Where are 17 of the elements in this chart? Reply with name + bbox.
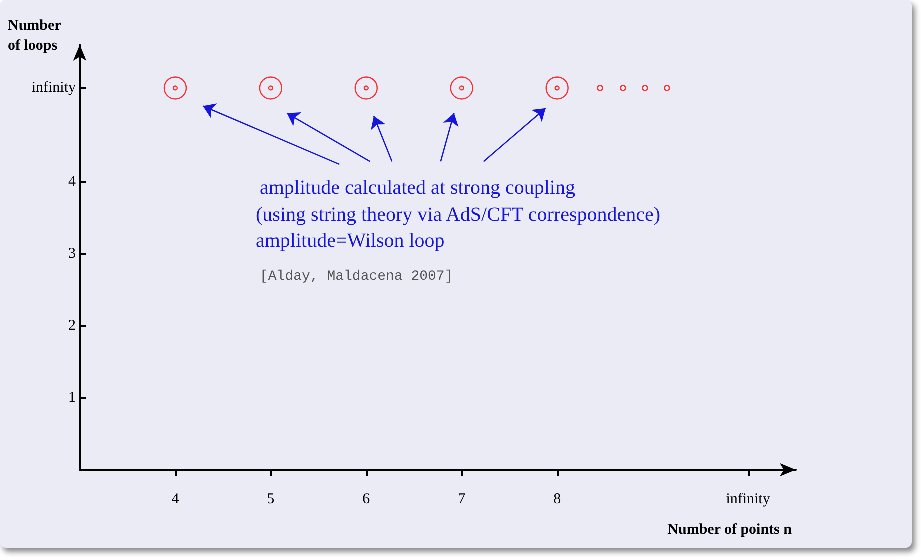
annotation: [Alday, Maldacena 2007] — [260, 269, 454, 285]
x-tick-label: 8 — [554, 492, 562, 508]
y-tick-label: 4 — [68, 174, 76, 190]
annotation: amplitude calculated at strong coupling — [260, 177, 576, 199]
x-tick-label: 4 — [172, 492, 180, 508]
annotation: amplitude=Wilson loop — [256, 230, 445, 252]
x-tick-label: 7 — [458, 492, 466, 508]
y-tick-label: infinity — [32, 80, 76, 96]
annotation: (using string theory via AdS/CFT correspondence) — [256, 204, 661, 226]
y-tick-label: 2 — [68, 318, 76, 334]
x-tick-label: 5 — [267, 492, 275, 508]
x-tick-label: 6 — [362, 492, 371, 508]
y-tick-label: 3 — [68, 246, 76, 262]
x-tick-label: infinity — [726, 492, 771, 508]
x-axis-title: Number of points n — [668, 522, 792, 539]
y-tick-label: 1 — [68, 390, 76, 406]
y-axis-title: Number of loops — [8, 17, 62, 56]
